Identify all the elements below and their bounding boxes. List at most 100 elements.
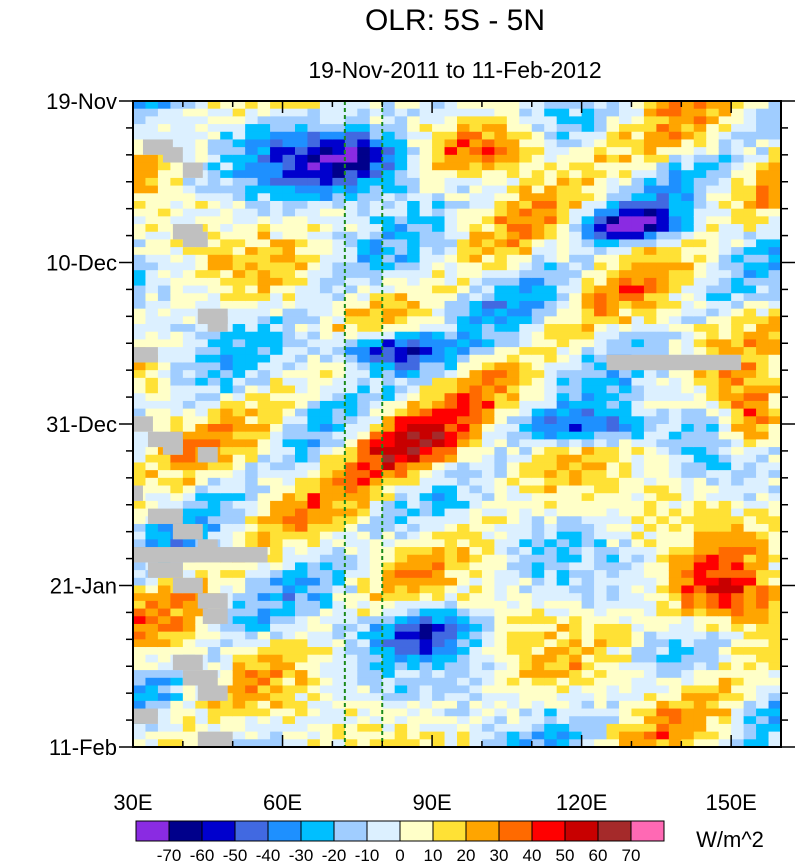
field-cell bbox=[569, 239, 583, 248]
field-cell bbox=[681, 662, 695, 671]
field-cell bbox=[581, 500, 595, 510]
field-cell bbox=[382, 162, 396, 171]
field-cell bbox=[382, 600, 396, 610]
field-cell bbox=[768, 631, 782, 640]
field-cell bbox=[469, 277, 483, 287]
field-cell bbox=[282, 462, 296, 471]
field-cell bbox=[556, 108, 570, 117]
field-cell bbox=[606, 270, 620, 279]
field-cell bbox=[681, 239, 695, 248]
field-cell bbox=[743, 670, 757, 679]
field-cell bbox=[257, 516, 271, 525]
field-cell bbox=[332, 247, 346, 256]
field-cell bbox=[544, 408, 558, 417]
field-cell bbox=[681, 577, 695, 587]
field-cell bbox=[606, 708, 620, 717]
field-cell bbox=[307, 147, 321, 156]
field-cell bbox=[220, 654, 234, 664]
field-cell bbox=[619, 247, 633, 256]
field-cell bbox=[407, 200, 421, 210]
field-cell bbox=[606, 547, 620, 556]
field-cell bbox=[469, 177, 483, 187]
field-cell bbox=[444, 224, 458, 233]
field-cell bbox=[506, 508, 520, 517]
field-cell bbox=[469, 393, 483, 402]
field-cell bbox=[282, 270, 296, 279]
field-cell bbox=[519, 662, 533, 671]
field-cell bbox=[756, 623, 770, 633]
field-cell bbox=[718, 708, 732, 717]
field-cell bbox=[643, 101, 657, 110]
field-cell bbox=[457, 477, 471, 487]
field-cell bbox=[332, 316, 346, 325]
field-cell bbox=[432, 339, 446, 348]
field-cell bbox=[519, 454, 533, 464]
field-cell bbox=[394, 324, 408, 333]
field-cell bbox=[319, 316, 333, 325]
field-cell bbox=[295, 362, 309, 371]
field-cell bbox=[619, 208, 633, 217]
field-cell bbox=[731, 470, 745, 479]
colorbar-swatch bbox=[432, 820, 467, 842]
field-cell bbox=[681, 385, 695, 394]
field-cell bbox=[307, 247, 321, 256]
field-cell bbox=[494, 677, 508, 687]
field-cell bbox=[407, 593, 421, 602]
field-cell bbox=[282, 708, 296, 717]
field-cell bbox=[693, 477, 707, 487]
field-cell bbox=[681, 485, 695, 494]
field-cell bbox=[232, 577, 246, 587]
field-cell bbox=[544, 393, 558, 402]
field-cell bbox=[444, 331, 458, 341]
field-cell bbox=[594, 723, 608, 733]
field-cell bbox=[731, 200, 745, 210]
field-cell bbox=[394, 600, 408, 610]
field-cell bbox=[581, 277, 595, 287]
field-cell bbox=[706, 685, 720, 694]
field-cell bbox=[444, 362, 458, 371]
field-cell bbox=[407, 370, 421, 379]
field-cell bbox=[444, 431, 458, 440]
field-cell bbox=[332, 216, 346, 225]
field-cell bbox=[531, 447, 545, 456]
field-cell bbox=[357, 547, 371, 556]
field-cell bbox=[457, 224, 471, 233]
field-cell bbox=[369, 570, 383, 579]
field-cell bbox=[257, 393, 271, 402]
field-cell bbox=[569, 185, 583, 194]
field-cell bbox=[457, 600, 471, 610]
field-cell bbox=[145, 370, 159, 379]
field-cell bbox=[643, 400, 657, 410]
field-cell bbox=[182, 500, 196, 510]
field-cell bbox=[307, 600, 321, 610]
field-cell bbox=[631, 477, 645, 487]
field-cell bbox=[157, 224, 171, 233]
field-cell bbox=[319, 716, 333, 725]
field-cell bbox=[631, 562, 645, 571]
field-cell bbox=[494, 408, 508, 417]
field-cell bbox=[407, 247, 421, 256]
field-cell bbox=[768, 408, 782, 417]
field-cell bbox=[419, 416, 433, 425]
field-cell bbox=[656, 277, 670, 287]
field-cell bbox=[282, 101, 296, 110]
field-cell bbox=[481, 731, 495, 740]
field-cell bbox=[556, 247, 570, 256]
field-cell bbox=[344, 200, 358, 210]
field-cell bbox=[494, 347, 508, 356]
field-cell bbox=[693, 516, 707, 525]
field-cell bbox=[631, 593, 645, 602]
field-cell bbox=[307, 454, 321, 464]
field-cell bbox=[157, 531, 171, 540]
field-cell bbox=[332, 623, 346, 633]
field-cell bbox=[270, 193, 284, 202]
field-cell bbox=[232, 324, 246, 333]
field-cell bbox=[469, 600, 483, 610]
field-cell bbox=[469, 731, 483, 740]
field-cell bbox=[531, 131, 545, 141]
field-cell bbox=[768, 608, 782, 617]
field-cell bbox=[494, 716, 508, 725]
field-cell bbox=[656, 531, 670, 540]
field-cell bbox=[544, 623, 558, 633]
field-cell bbox=[569, 277, 583, 287]
